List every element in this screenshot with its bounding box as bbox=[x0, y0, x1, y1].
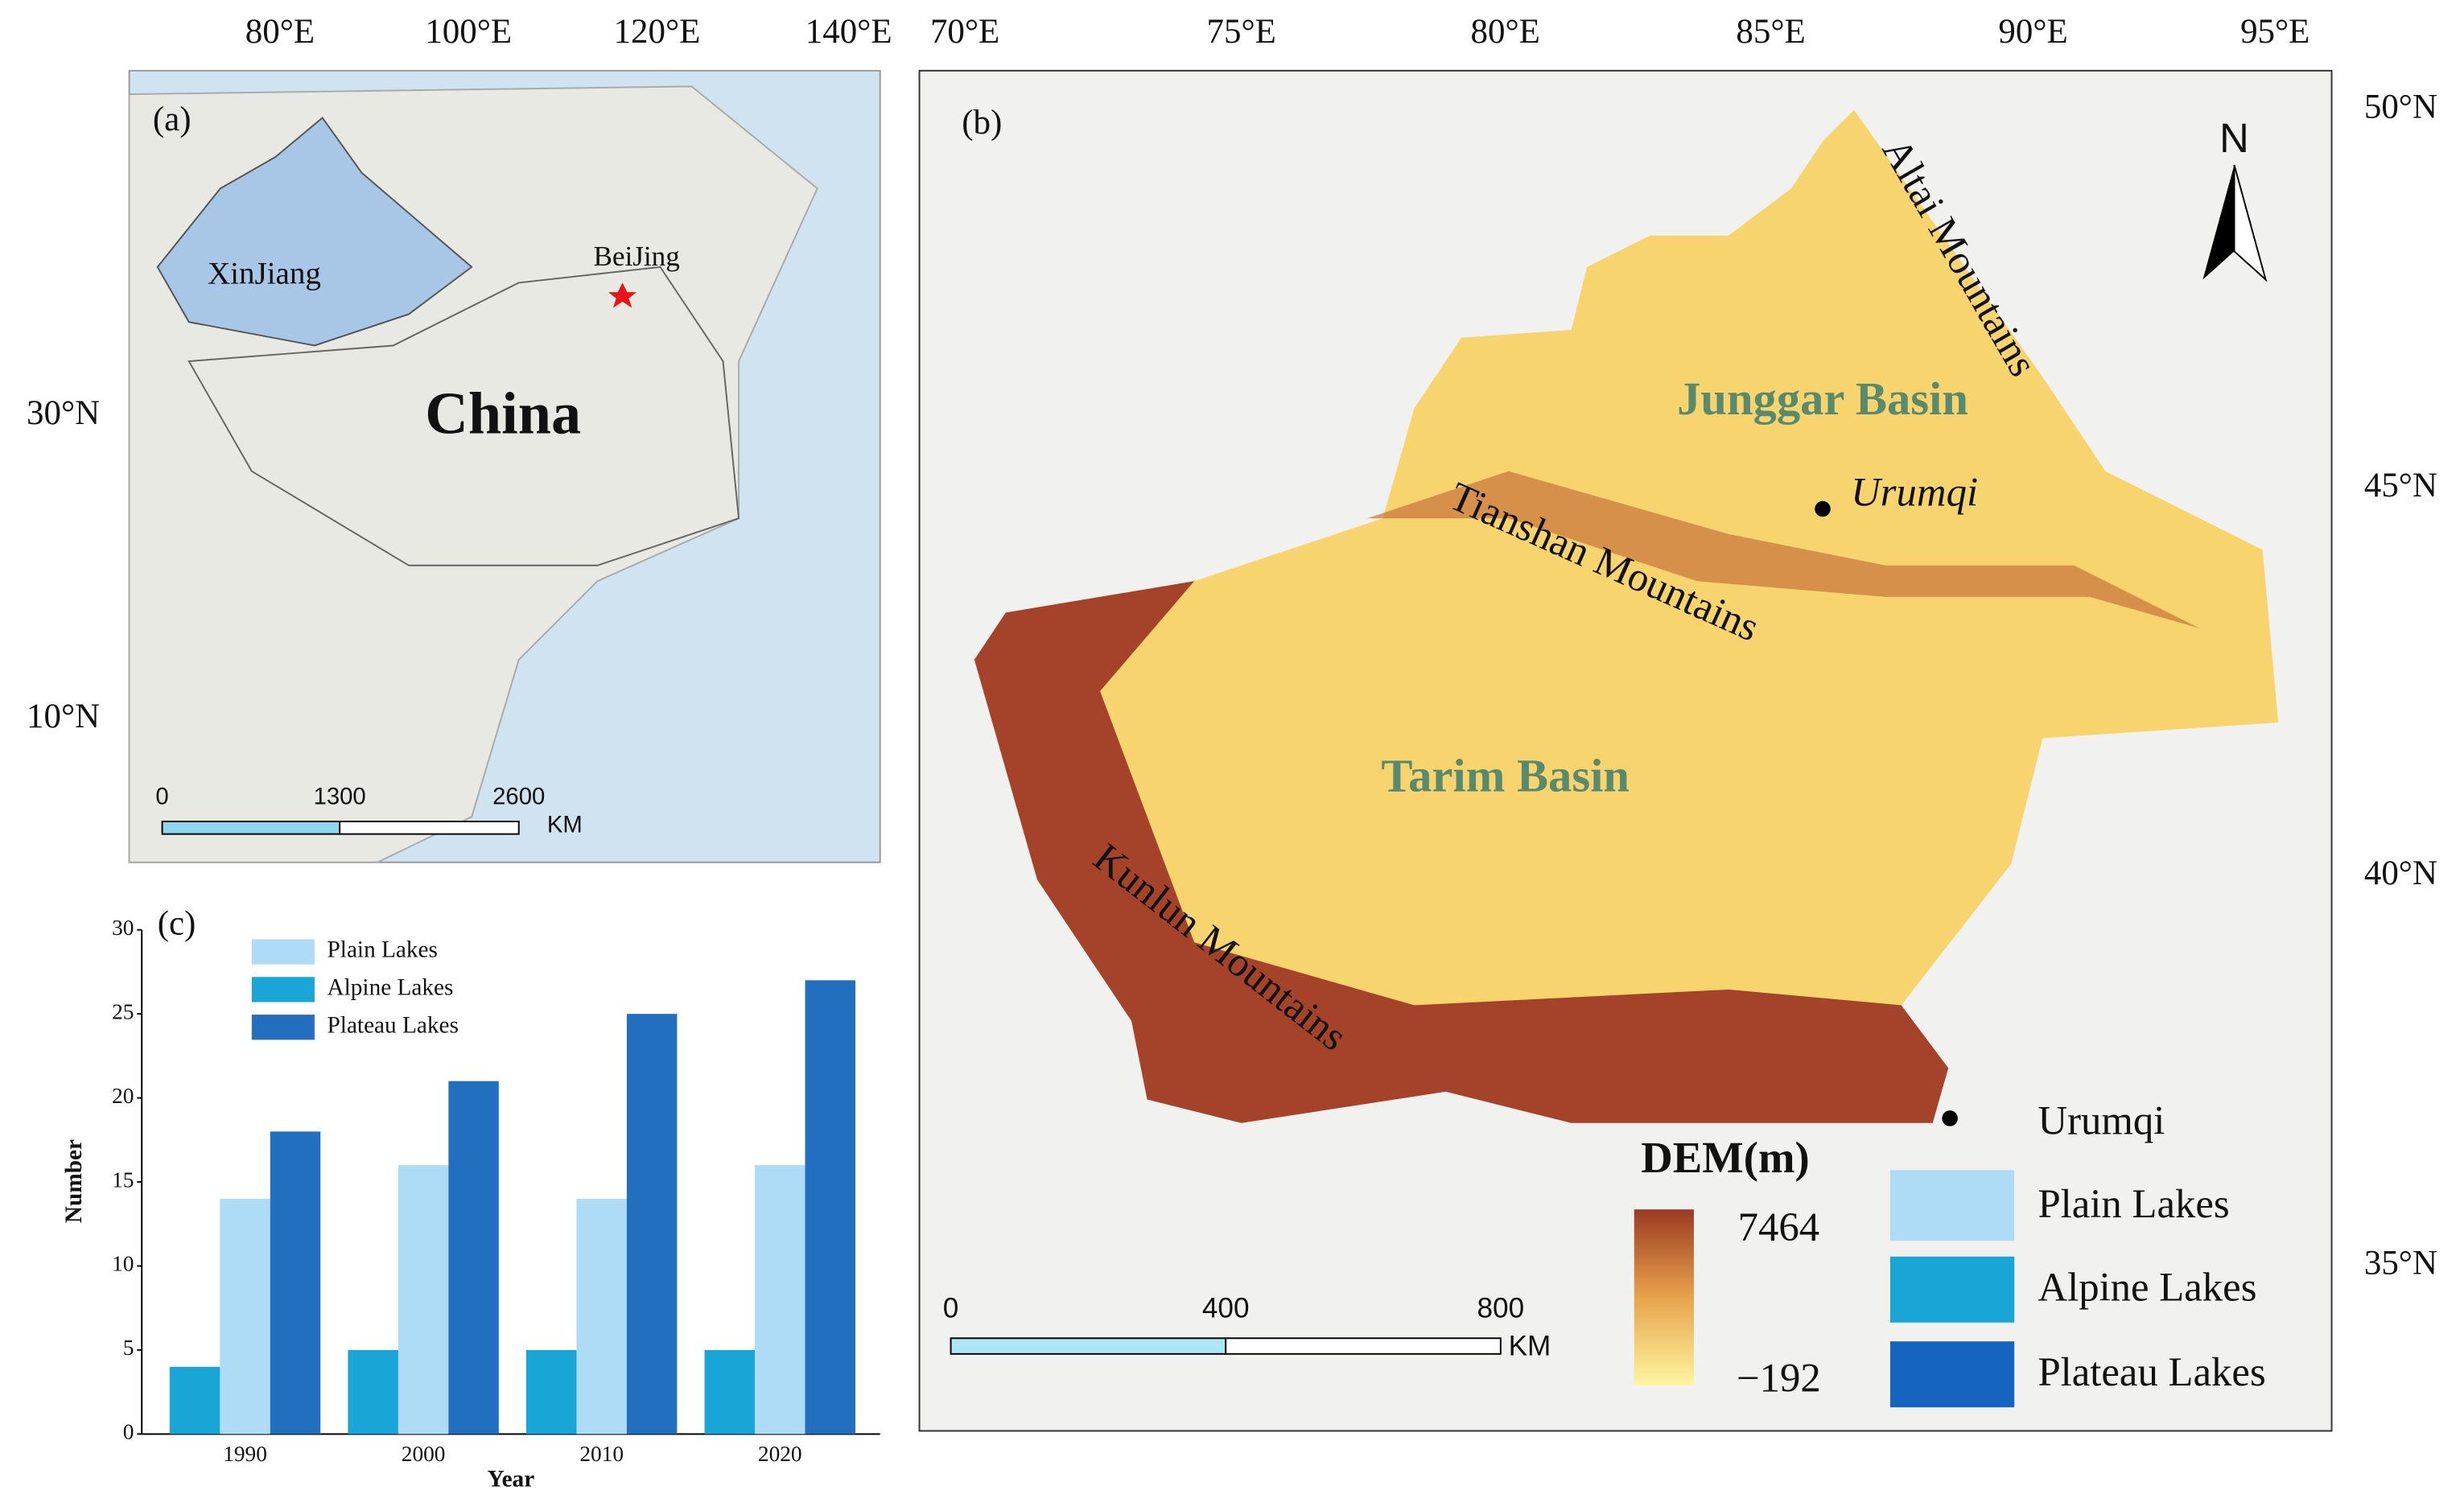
bar bbox=[220, 1198, 270, 1435]
place-label: Junggar Basin bbox=[1677, 373, 1968, 425]
bar bbox=[755, 1165, 806, 1435]
lon-label: 95°E bbox=[2240, 13, 2309, 51]
scale-label: 0 bbox=[155, 783, 168, 809]
legend-swatch bbox=[251, 939, 315, 965]
lat-label: 10°N bbox=[27, 698, 100, 735]
lon-label: 70°E bbox=[930, 13, 999, 51]
region-label: XinJiang bbox=[208, 257, 321, 291]
bar bbox=[626, 1014, 678, 1435]
legend-label: Alpine Lakes bbox=[328, 975, 454, 1001]
map-b bbox=[918, 69, 2333, 1432]
bar bbox=[348, 1349, 398, 1435]
y-tick-label: 25 bbox=[112, 999, 134, 1023]
lon-label: 75°E bbox=[1207, 13, 1276, 51]
scale-label: 800 bbox=[1477, 1292, 1525, 1324]
x-tick-label: 2000 bbox=[402, 1442, 446, 1466]
y-axis-label: Number bbox=[61, 1139, 87, 1223]
scale-unit: KM bbox=[547, 812, 583, 838]
legend-title: DEM(m) bbox=[1641, 1133, 1809, 1182]
lat-label: 30°N bbox=[27, 394, 100, 432]
bar bbox=[169, 1366, 220, 1435]
lat-label: 40°N bbox=[2364, 854, 2437, 892]
bar bbox=[805, 980, 855, 1435]
map-a bbox=[128, 69, 881, 863]
city-label: BeiJing bbox=[593, 241, 679, 272]
x-tick-label: 1990 bbox=[223, 1442, 267, 1466]
north-arrow: N bbox=[2219, 115, 2249, 161]
y-tick-label: 0 bbox=[123, 1420, 134, 1444]
bar bbox=[270, 1131, 321, 1435]
lon-label: 80°E bbox=[1471, 13, 1540, 51]
lon-label: 90°E bbox=[1998, 13, 2067, 51]
scale-label: 400 bbox=[1202, 1292, 1250, 1324]
scale-label: 0 bbox=[943, 1292, 959, 1324]
lon-label: 140°E bbox=[806, 13, 892, 51]
legend-label: Alpine Lakes bbox=[2038, 1264, 2256, 1309]
x-tick-label: 2020 bbox=[758, 1442, 802, 1466]
bar bbox=[398, 1165, 449, 1435]
lon-label: 80°E bbox=[245, 13, 315, 51]
bar bbox=[448, 1081, 499, 1435]
legend-label: Plain Lakes bbox=[2038, 1181, 2229, 1226]
y-tick-label: 30 bbox=[112, 916, 134, 940]
scale-label: 1300 bbox=[314, 783, 366, 809]
scale-label: 2600 bbox=[492, 783, 545, 809]
bar bbox=[704, 1349, 756, 1435]
lon-label: 85°E bbox=[1736, 13, 1805, 51]
x-axis-label: Year bbox=[488, 1467, 535, 1492]
place-label: Urumqi bbox=[1851, 470, 1978, 515]
y-tick-label: 5 bbox=[123, 1336, 134, 1360]
country-label: China bbox=[425, 381, 581, 447]
y-tick-label: 10 bbox=[112, 1252, 134, 1276]
legend-swatch bbox=[251, 1015, 315, 1040]
legend-label: Plateau Lakes bbox=[328, 1012, 459, 1038]
bar bbox=[525, 1349, 577, 1435]
bar bbox=[576, 1198, 627, 1435]
lon-label: 120°E bbox=[614, 13, 701, 51]
lat-label: 50°N bbox=[2364, 89, 2437, 126]
legend-label: 7464 bbox=[1738, 1204, 1820, 1250]
legend-swatch bbox=[251, 977, 315, 1003]
panel-label: (c) bbox=[158, 905, 196, 943]
legend-label: Plain Lakes bbox=[328, 937, 438, 963]
lat-label: 35°N bbox=[2364, 1244, 2437, 1282]
y-tick-label: 15 bbox=[112, 1167, 134, 1192]
lon-label: 100°E bbox=[425, 13, 512, 51]
panel-label: (b) bbox=[962, 104, 1002, 142]
legend-label: −192 bbox=[1737, 1356, 1821, 1401]
panel-label: (a) bbox=[153, 101, 192, 138]
scale-unit: KM bbox=[1509, 1330, 1551, 1361]
legend-label: Urumqi bbox=[2038, 1097, 2165, 1143]
legend-label: Plateau Lakes bbox=[2038, 1349, 2265, 1394]
x-tick-label: 2010 bbox=[579, 1442, 624, 1466]
lat-label: 45°N bbox=[2364, 467, 2437, 504]
place-label: Tarim Basin bbox=[1381, 750, 1630, 802]
y-tick-label: 20 bbox=[112, 1084, 134, 1108]
